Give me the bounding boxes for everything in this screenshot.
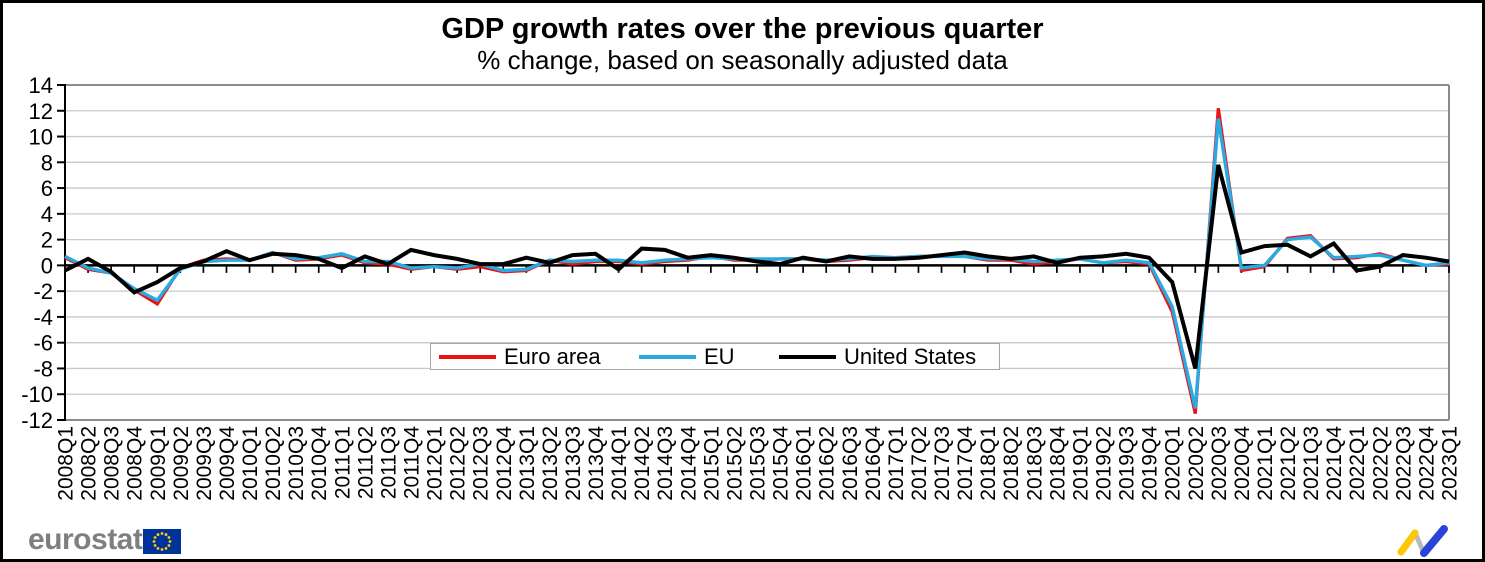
x-tick-label: 2021Q1 (1254, 426, 1277, 501)
chart-title: GDP growth rates over the previous quart… (441, 13, 1044, 45)
statistics-zigzag-icon (1397, 525, 1448, 557)
x-tick-label: 2023Q1 (1439, 426, 1462, 501)
x-tick-label: 2015Q1 (700, 426, 723, 501)
x-tick-label: 2018Q4 (1046, 426, 1069, 501)
x-tick-label: 2021Q3 (1300, 426, 1323, 501)
y-tick-label: 8 (41, 150, 53, 175)
x-tick-label: 2018Q1 (977, 426, 1000, 501)
x-tick-label: 2019Q3 (1116, 426, 1139, 501)
x-tick-label: 2022Q4 (1415, 426, 1438, 501)
x-tick-label: 2017Q1 (885, 426, 908, 501)
x-tick-label: 2018Q2 (1000, 426, 1023, 501)
x-tick-label: 2009Q4 (216, 426, 239, 501)
y-tick-label: 6 (41, 176, 53, 201)
legend-item-euro-area: Euro area (439, 344, 601, 369)
y-tick-label: -8 (33, 356, 53, 381)
x-tick-label: 2012Q4 (493, 426, 516, 501)
x-tick-label: 2013Q2 (539, 426, 562, 501)
x-tick-label: 2010Q1 (239, 426, 262, 501)
x-tick-label: 2010Q4 (308, 426, 331, 501)
series-united-states (64, 164, 1450, 370)
legend-swatch-united-states (779, 354, 836, 359)
y-tick-label: -12 (21, 408, 53, 433)
legend-swatch-euro-area (439, 354, 496, 359)
y-tick-label: 14 (29, 73, 53, 98)
chart-legend: Euro area EU United States (430, 343, 1000, 370)
x-tick-label: 2018Q3 (1023, 426, 1046, 501)
x-tick-label: 2017Q4 (954, 426, 977, 501)
x-tick-label: 2015Q2 (723, 426, 746, 501)
y-tick-label: -6 (33, 331, 53, 356)
legend-label-euro-area: Euro area (504, 343, 601, 369)
x-tick-label: 2008Q4 (124, 426, 147, 501)
y-tick-label: 10 (29, 125, 53, 150)
x-tick-label: 2019Q4 (1139, 426, 1162, 501)
x-tick-label: 2014Q1 (608, 426, 631, 501)
eu-flag-icon (143, 529, 181, 554)
legend-label-eu: EU (704, 343, 735, 369)
x-tick-label: 2014Q3 (654, 426, 677, 501)
x-tick-label: 2016Q1 (793, 426, 816, 501)
x-tick-label: 2011Q2 (354, 426, 377, 499)
x-tick-labels: 2008Q1 2008Q2 2008Q3 2008Q4 2009Q1 2009Q2 2009… (55, 426, 1462, 501)
legend-swatch-eu (639, 354, 696, 359)
x-tick-label: 2015Q3 (747, 426, 770, 501)
x-tick-label: 2021Q2 (1277, 426, 1300, 501)
x-tick-label: 2016Q4 (862, 426, 885, 501)
x-tick-label: 2016Q3 (839, 426, 862, 501)
x-tick-label: 2008Q2 (78, 426, 101, 501)
x-tick-label: 2012Q3 (470, 426, 493, 501)
x-tick-label: 2010Q2 (262, 426, 285, 501)
x-tick-label: 2011Q3 (377, 426, 400, 499)
x-tick-label: 2017Q3 (931, 426, 954, 501)
x-tick-label: 2014Q4 (677, 426, 700, 501)
series-eu (64, 118, 1450, 409)
x-tick-label: 2020Q1 (1162, 426, 1185, 501)
x-tick-label: 2008Q3 (101, 426, 124, 501)
x-tick-label: 2009Q1 (147, 426, 170, 501)
y-tick-label: -4 (33, 305, 53, 330)
x-tick-label: 2013Q3 (562, 426, 585, 501)
chart-subtitle: % change, based on seasonally adjusted d… (477, 45, 1008, 75)
x-tick-label: 2020Q2 (1185, 426, 1208, 501)
x-tick-label: 2015Q4 (770, 426, 793, 501)
plot-border (65, 84, 1450, 421)
y-tick-label: -2 (33, 279, 53, 304)
y-tick-label: -10 (21, 382, 53, 407)
x-tick-label: 2022Q3 (1392, 426, 1415, 501)
gridlines (65, 110, 1449, 395)
x-tick-label: 2022Q2 (1369, 426, 1392, 501)
x-tick-label: 2008Q1 (55, 426, 78, 501)
x-tick-label: 2016Q2 (816, 426, 839, 501)
x-tick-label: 2020Q3 (1208, 426, 1231, 501)
x-tick-label: 2012Q2 (447, 426, 470, 501)
x-tick-label: 2014Q2 (631, 426, 654, 501)
eurostat-logo-text: eurostat (28, 523, 143, 556)
x-tick-label: 2010Q3 (285, 426, 308, 501)
legend-item-united-states: United States (779, 344, 976, 369)
x-tick-label: 2012Q1 (424, 426, 447, 501)
x-tick-label: 2021Q4 (1323, 426, 1346, 501)
x-tick-label: 2020Q4 (1231, 426, 1254, 501)
y-tick-label: 4 (41, 202, 53, 227)
x-tick-label: 2009Q2 (170, 426, 193, 501)
legend-item-eu: EU (639, 344, 735, 369)
x-tick-label: 2013Q4 (585, 426, 608, 501)
y-tick-label: 12 (29, 99, 53, 124)
x-tick-label: 2017Q2 (908, 426, 931, 501)
x-tick-label: 2011Q4 (401, 426, 424, 499)
x-tick-label: 2019Q2 (1093, 426, 1116, 501)
x-tick-label: 2022Q1 (1346, 426, 1369, 501)
legend-label-united-states: United States (844, 343, 977, 369)
x-tick-label: 2013Q1 (516, 426, 539, 501)
x-tick-label: 2009Q3 (193, 426, 216, 501)
x-tick-label: 2011Q1 (331, 426, 354, 499)
x-tick-label: 2019Q1 (1069, 426, 1092, 501)
y-tick-label: 0 (41, 253, 53, 278)
y-tick-label: 2 (41, 228, 53, 253)
